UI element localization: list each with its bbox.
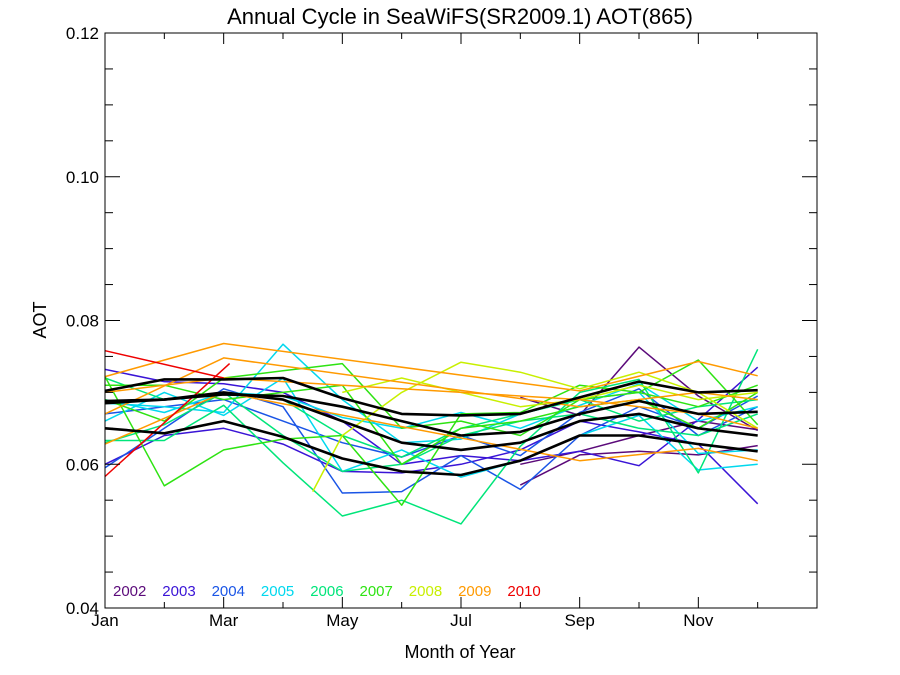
- y-tick-label: 0.12: [66, 24, 99, 43]
- x-axis-label: Month of Year: [404, 642, 515, 662]
- x-tick-label: Sep: [565, 611, 595, 630]
- x-tick-label: Jan: [91, 611, 118, 630]
- series-line: [104, 357, 758, 415]
- y-tick-labels: 0.04 0.06 0.08 0.10 0.12: [66, 24, 99, 618]
- y-axis-label: AOT: [30, 301, 50, 338]
- series-line: [104, 420, 759, 505]
- legend-entry: 2005: [261, 583, 294, 600]
- series-line: [104, 419, 758, 477]
- y-tick-label: 0.04: [66, 599, 99, 618]
- legend-entry: 2009: [458, 583, 491, 600]
- x-tick-label: Nov: [683, 611, 714, 630]
- legend-entry: 2003: [162, 583, 195, 600]
- y-tick-label: 0.08: [66, 312, 99, 331]
- legend-entry: 2007: [360, 583, 393, 600]
- series-line: [104, 391, 758, 452]
- series-line: [104, 363, 231, 478]
- x-tick-label: Jul: [450, 611, 472, 630]
- y-tick-label: 0.06: [66, 455, 99, 474]
- series-line: [104, 376, 758, 417]
- legend-entry: 2004: [212, 583, 245, 600]
- x-tick-label: Mar: [209, 611, 239, 630]
- series-line: [104, 391, 758, 462]
- series-line: [104, 362, 758, 437]
- x-tick-labels: Jan Mar May Jul Sep Nov: [91, 611, 714, 630]
- x-tick-label: May: [326, 611, 359, 630]
- chart-title: Annual Cycle in SeaWiFS(SR2009.1) AOT(86…: [227, 4, 693, 29]
- series-lines: [104, 342, 759, 525]
- series-line: [312, 361, 759, 492]
- axis-ticks: [104, 32, 817, 609]
- legend-entry: 2008: [409, 583, 442, 600]
- series-line: [104, 342, 758, 392]
- plot-frame: [104, 32, 818, 609]
- y-tick-label: 0.10: [66, 168, 99, 187]
- legend-entry: 2010: [507, 583, 540, 600]
- legend-entry: 2006: [310, 583, 343, 600]
- series-line: [104, 393, 758, 437]
- series-line: [104, 349, 224, 379]
- legend-entry: 2002: [113, 583, 146, 600]
- legend: 2002 2003 2004 2005 2006 2007 2008 2009 2010: [113, 583, 541, 600]
- series-line: [104, 377, 758, 430]
